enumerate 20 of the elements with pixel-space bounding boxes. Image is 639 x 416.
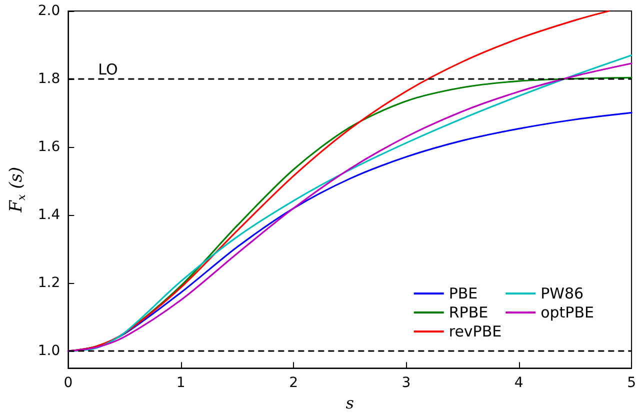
y-axis-title: Fx (s) — [6, 166, 28, 214]
y-tick-label: 2.0 — [38, 3, 60, 19]
y-tick-label: 1.2 — [38, 275, 60, 292]
y-tick-label: 1.4 — [38, 207, 60, 224]
legend-label: PW86 — [540, 284, 584, 302]
legend-label: RPBE — [448, 304, 488, 322]
x-axis-title: s — [346, 394, 354, 412]
y-tick-label: 1.0 — [38, 343, 60, 360]
x-tick-label: 1 — [176, 375, 186, 392]
y-tick-label: 1.6 — [38, 139, 60, 156]
legend-label: PBE — [448, 284, 478, 302]
y-tick-label: 1.8 — [38, 71, 60, 88]
ref-line-label: LO — [98, 60, 118, 79]
x-tick-label: 3 — [402, 375, 411, 392]
x-tick-label: 5 — [627, 375, 636, 392]
legend-label: revPBE — [448, 322, 502, 340]
x-tick-label: 0 — [64, 375, 73, 392]
x-tick-label: 4 — [514, 375, 524, 392]
x-tick-label: 2 — [289, 375, 298, 392]
legend-label: optPBE — [540, 304, 594, 322]
